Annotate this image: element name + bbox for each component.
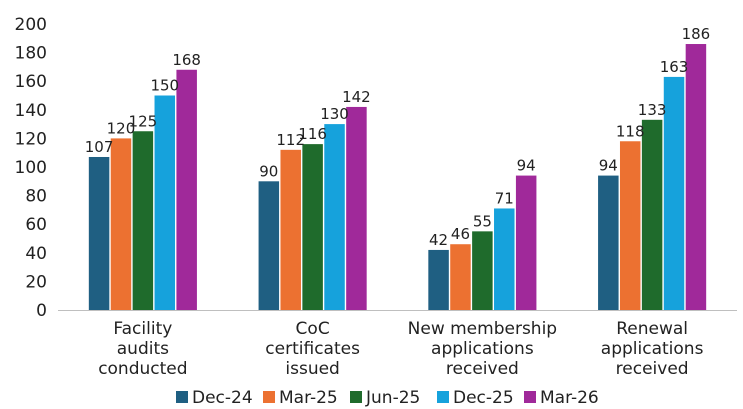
data-label: 133 bbox=[638, 101, 667, 119]
x-tick-label: CoC certificates issued bbox=[265, 319, 360, 379]
bars-group bbox=[88, 44, 707, 311]
legend-label: Dec-25 bbox=[453, 388, 514, 408]
x-tick-label: Renewal applications received bbox=[601, 319, 704, 379]
data-label: 90 bbox=[259, 162, 278, 180]
data-label: 186 bbox=[682, 25, 711, 43]
data-label: 46 bbox=[451, 225, 470, 243]
legend-swatch bbox=[524, 391, 536, 403]
bar bbox=[494, 208, 515, 310]
x-tick-label-line: received bbox=[616, 359, 689, 379]
x-tick-label: Facility audits conducted bbox=[98, 319, 187, 379]
y-tick-label: 80 bbox=[25, 187, 47, 207]
legend-label: Jun-25 bbox=[365, 388, 420, 408]
data-label: 118 bbox=[616, 122, 645, 140]
bar bbox=[598, 175, 619, 310]
data-label: 163 bbox=[660, 58, 689, 76]
legend-label: Mar-25 bbox=[279, 388, 338, 408]
bar bbox=[472, 231, 493, 310]
bar bbox=[324, 124, 345, 310]
data-label: 107 bbox=[85, 138, 114, 156]
bar bbox=[88, 156, 110, 310]
y-tick-label: 120 bbox=[15, 129, 47, 149]
bar bbox=[302, 144, 323, 310]
bar bbox=[132, 131, 154, 310]
bar bbox=[176, 69, 197, 310]
bar bbox=[641, 119, 663, 310]
y-tick-label: 160 bbox=[15, 72, 47, 92]
data-label: 71 bbox=[495, 189, 514, 207]
legend-label: Dec-24 bbox=[192, 388, 253, 408]
bar bbox=[663, 76, 685, 310]
data-label: 150 bbox=[150, 77, 179, 95]
x-tick-label-line: received bbox=[446, 359, 519, 379]
x-tick-label-line: applications bbox=[431, 339, 534, 359]
legend-swatch bbox=[263, 391, 275, 403]
x-tick-label-line: applications bbox=[601, 339, 704, 359]
x-tick-label: New membership applications received bbox=[408, 319, 557, 379]
y-axis: 0 20 40 60 80 100 120 140 160 180 200 bbox=[15, 15, 47, 321]
bar bbox=[428, 249, 449, 310]
legend: Dec-24 Mar-25 Jun-25 Dec-25 Mar-26 bbox=[176, 388, 599, 408]
x-axis: Facility audits conducted CoC certificates is… bbox=[58, 310, 737, 379]
data-label: 125 bbox=[129, 112, 158, 130]
bar bbox=[685, 44, 707, 311]
data-label: 130 bbox=[320, 105, 349, 123]
x-tick-label-line: issued bbox=[285, 359, 339, 379]
legend-swatch bbox=[437, 391, 449, 403]
legend-swatch bbox=[176, 391, 188, 403]
bar bbox=[450, 244, 471, 310]
data-label: 55 bbox=[473, 212, 492, 230]
bar bbox=[619, 141, 641, 310]
legend-swatch bbox=[350, 391, 362, 403]
x-tick-label-line: Renewal bbox=[616, 319, 688, 339]
data-label: 116 bbox=[298, 125, 327, 143]
y-tick-label: 40 bbox=[25, 244, 47, 264]
bar bbox=[154, 95, 176, 310]
x-tick-label-line: New membership bbox=[408, 319, 557, 339]
bar bbox=[515, 175, 537, 310]
bar bbox=[346, 106, 367, 310]
data-label: 142 bbox=[342, 88, 371, 106]
data-label: 42 bbox=[429, 231, 448, 249]
data-label: 94 bbox=[517, 157, 536, 175]
data-label: 112 bbox=[276, 131, 305, 149]
x-tick-label-line: CoC bbox=[296, 319, 330, 339]
data-label: 168 bbox=[172, 51, 201, 69]
bar bbox=[280, 149, 301, 310]
data-label: 94 bbox=[599, 157, 618, 175]
y-tick-label: 100 bbox=[15, 158, 47, 178]
y-tick-label: 60 bbox=[25, 215, 47, 235]
y-tick-label: 200 bbox=[15, 15, 47, 35]
x-tick-label-line: audits bbox=[117, 339, 169, 359]
y-tick-label: 20 bbox=[25, 272, 47, 292]
y-tick-label: 180 bbox=[15, 44, 47, 64]
bar bbox=[258, 181, 280, 310]
legend-label: Mar-26 bbox=[540, 388, 599, 408]
y-tick-label: 0 bbox=[36, 301, 47, 321]
x-tick-label-line: conducted bbox=[98, 359, 187, 379]
bar bbox=[110, 138, 132, 310]
data-label: 120 bbox=[107, 119, 136, 137]
y-tick-label: 140 bbox=[15, 101, 47, 121]
x-tick-label-line: Facility bbox=[113, 319, 172, 339]
x-tick-label-line: certificates bbox=[265, 339, 360, 359]
